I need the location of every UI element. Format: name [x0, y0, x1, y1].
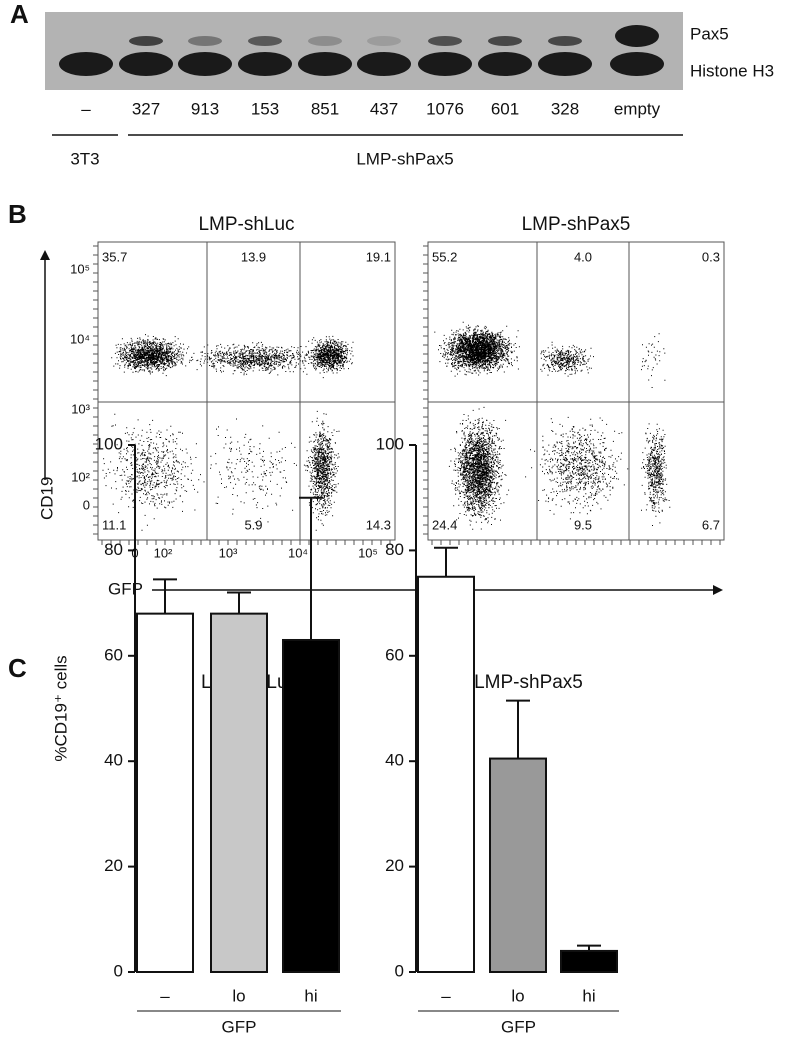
- x-tick-label: 10⁴: [288, 545, 308, 560]
- arrow-head: [713, 585, 723, 595]
- quadrant-value: 55.2: [432, 249, 457, 264]
- quadrant-value: 13.9: [241, 249, 266, 264]
- band: [367, 36, 401, 46]
- y-tick-label: 10³: [71, 401, 90, 416]
- band: [418, 52, 472, 76]
- band: [308, 36, 342, 46]
- plot-title: LMP-shLuc: [198, 214, 294, 235]
- band-label: Pax5: [690, 24, 729, 43]
- band: [478, 52, 532, 76]
- band: [548, 36, 582, 46]
- axis-label: GFP: [501, 1017, 536, 1036]
- band: [119, 52, 173, 76]
- quadrant-value: 5.9: [244, 517, 262, 532]
- panel-label: B: [8, 199, 27, 229]
- group-label: LMP-shPax5: [356, 149, 453, 168]
- band: [248, 36, 282, 46]
- y-tick-label: 10⁵: [70, 261, 90, 276]
- axis-label: %CD19⁺ cells: [51, 655, 70, 761]
- band-label: Histone H3: [690, 61, 774, 80]
- x-tick-label: –: [160, 986, 170, 1005]
- lane-label: empty: [614, 99, 661, 118]
- lane-label: 328: [551, 99, 579, 118]
- panel-label: A: [10, 0, 29, 29]
- x-tick-label: lo: [511, 986, 524, 1005]
- y-tick-label: 0: [114, 961, 123, 980]
- y-tick-label: 40: [104, 751, 123, 770]
- y-tick-label: 80: [104, 540, 123, 559]
- lane-label: 913: [191, 99, 219, 118]
- x-tick-label: lo: [232, 986, 245, 1005]
- y-tick-label: 20: [104, 856, 123, 875]
- band: [538, 52, 592, 76]
- x-tick-label: –: [441, 986, 451, 1005]
- y-tick-label: 80: [385, 540, 404, 559]
- y-tick-label: 100: [376, 434, 404, 453]
- y-tick-label: 20: [385, 856, 404, 875]
- x-tick-label: 10²: [154, 545, 173, 560]
- lane-label: 153: [251, 99, 279, 118]
- bar: [560, 949, 618, 973]
- bar: [282, 638, 340, 973]
- group-label: 3T3: [70, 149, 99, 168]
- arrow-head: [40, 250, 50, 260]
- quadrant-value: 35.7: [102, 249, 127, 264]
- axis-label: GFP: [222, 1017, 257, 1036]
- panel-label: C: [8, 653, 27, 683]
- x-tick-label: 10⁵: [358, 545, 378, 560]
- y-tick-label: 0: [395, 961, 404, 980]
- y-tick-label: 0: [83, 497, 90, 512]
- lane-label: 1076: [426, 99, 464, 118]
- band: [615, 25, 659, 47]
- chart-title: LMP-shPax5: [474, 672, 583, 693]
- band: [298, 52, 352, 76]
- band: [357, 52, 411, 76]
- quadrant-value: 14.3: [366, 517, 391, 532]
- lane-label: 327: [132, 99, 160, 118]
- quadrant-value: 9.5: [574, 517, 592, 532]
- y-tick-label: 10²: [71, 469, 90, 484]
- plot-frame: [427, 241, 725, 541]
- lane-label: –: [81, 99, 91, 118]
- bar: [417, 575, 475, 973]
- quadrant-value: 6.7: [702, 517, 720, 532]
- y-tick-label: 60: [385, 645, 404, 664]
- bar: [210, 612, 268, 973]
- band: [488, 36, 522, 46]
- y-tick-label: 100: [95, 434, 123, 453]
- band: [188, 36, 222, 46]
- lane-label: 437: [370, 99, 398, 118]
- blot: [45, 12, 683, 90]
- bar: [136, 612, 194, 973]
- band: [129, 36, 163, 46]
- plot-title: LMP-shPax5: [522, 214, 631, 235]
- y-tick-label: 60: [104, 645, 123, 664]
- events: [434, 321, 671, 530]
- x-tick-label: hi: [304, 986, 317, 1005]
- lane-label: 851: [311, 99, 339, 118]
- plot-frame: [97, 241, 396, 541]
- quadrant-value: 0.3: [702, 249, 720, 264]
- x-tick-label: hi: [582, 986, 595, 1005]
- lane-label: 601: [491, 99, 519, 118]
- quadrant-value: 11.1: [102, 517, 126, 532]
- y-tick-label: 10⁴: [70, 331, 90, 346]
- bar: [489, 757, 547, 973]
- quadrant-value: 24.4: [432, 517, 457, 532]
- axis-label: CD19: [37, 477, 56, 520]
- band: [610, 52, 664, 76]
- quadrant-value: 4.0: [574, 249, 592, 264]
- band: [428, 36, 462, 46]
- x-tick-label: 0: [131, 545, 138, 560]
- band: [238, 52, 292, 76]
- quadrant-value: 19.1: [366, 249, 391, 264]
- events: [102, 334, 354, 531]
- band: [59, 52, 113, 76]
- x-tick-label: 10³: [219, 545, 238, 560]
- band: [178, 52, 232, 76]
- axis-label: GFP: [108, 579, 143, 598]
- y-tick-label: 40: [385, 751, 404, 770]
